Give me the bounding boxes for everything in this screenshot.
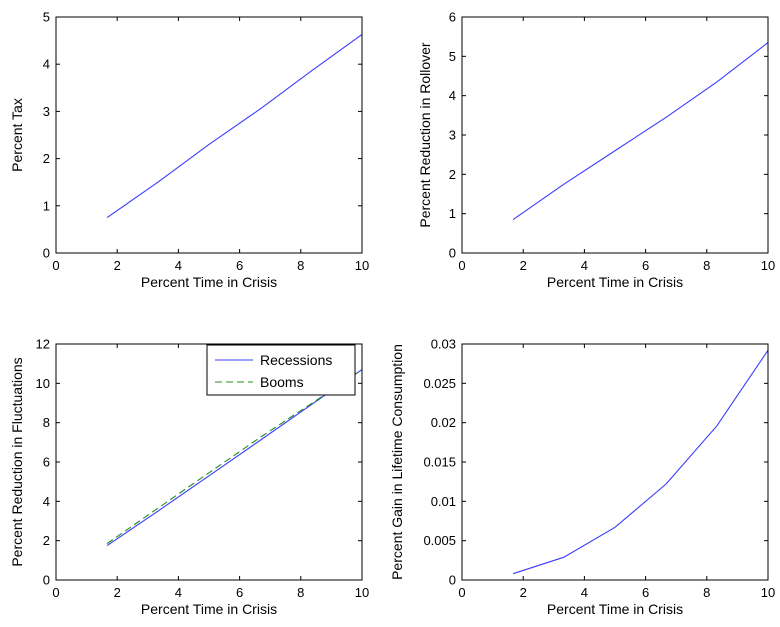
y-tick-label: 0.01 [431,494,456,509]
x-tick-label: 8 [703,258,710,273]
y-tick-label: 0.02 [431,415,456,430]
y-tick-label: 0 [449,246,456,261]
legend-label-recessions: Recessions [260,352,332,368]
x-tick-label: 2 [114,585,121,600]
y-tick-label: 5 [449,49,456,64]
x-tick-label: 0 [52,258,59,273]
y-tick-label: 2 [43,151,50,166]
x-tick-label: 10 [761,258,775,273]
y-tick-label: 0.025 [423,376,456,391]
y-tick-label: 1 [43,198,50,213]
x-tick-label: 10 [761,585,775,600]
x-tick-label: 4 [175,258,182,273]
x-axis-label: Percent Time in Crisis [547,601,683,617]
y-tick-label: 0.005 [423,533,456,548]
x-tick-label: 6 [236,585,243,600]
x-tick-label: 6 [642,585,649,600]
x-axis-label: Percent Time in Crisis [141,274,277,290]
series-line-booms [106,369,362,545]
axes-box [55,343,363,581]
x-tick-label: 0 [458,585,465,600]
series-line-recessions [106,369,362,547]
y-tick-label: 10 [36,376,50,391]
series-line-0 [512,349,768,575]
x-tick-label: 0 [52,585,59,600]
y-tick-label: 0.03 [431,337,456,352]
x-tick-label: 6 [642,258,649,273]
x-axis-label: Percent Time in Crisis [547,274,683,290]
y-tick-label: 0.015 [423,455,456,470]
legend [206,344,356,396]
legend-label-booms: Booms [260,374,304,390]
x-tick-label: 2 [520,585,527,600]
x-tick-label: 6 [236,258,243,273]
y-tick-label: 12 [36,337,50,352]
x-tick-label: 4 [581,585,588,600]
x-tick-label: 8 [703,585,710,600]
x-tick-label: 0 [458,258,465,273]
x-tick-label: 2 [114,258,121,273]
panel-reduction-fluctuations: 0 2 4 6 8 10 0 2 4 6 8 10 12 Percent Time in Crisis Pe… [9,337,369,618]
series-line-0 [106,34,362,219]
y-tick-label: 3 [43,104,50,119]
x-tick-label: 4 [581,258,588,273]
y-tick-label: 8 [43,415,50,430]
y-tick-label: 1 [449,206,456,221]
axes-box [461,343,769,581]
y-tick-label: 0 [449,573,456,588]
x-tick-label: 4 [175,585,182,600]
y-tick-label: 4 [43,494,50,509]
x-axis-label: Percent Time in Crisis [141,601,277,617]
y-tick-label: 0 [43,246,50,261]
y-tick-label: 4 [449,88,456,103]
x-tick-label: 10 [355,258,369,273]
y-tick-label: 6 [449,10,456,25]
series-line-0 [512,42,768,221]
y-tick-label: 5 [43,10,50,25]
y-axis-label: Percent Gain in Lifetime Consumption [389,344,405,580]
y-tick-label: 6 [43,455,50,470]
y-axis-label: Percent Tax [9,98,25,172]
y-tick-label: 0 [43,573,50,588]
panel-gain-consumption: 0 2 4 6 8 10 0 0.005 0.01 0.015 0.02 0.025 0.03 Perce… [389,337,775,618]
y-tick-label: 4 [43,57,50,72]
x-tick-label: 8 [297,258,304,273]
y-axis-label: Percent Reduction in Fluctuations [9,357,25,566]
y-tick-label: 2 [449,167,456,182]
panel-percent-tax: 0 2 4 6 8 10 0 1 2 3 4 5 Percent Time in Crisis Perce… [9,10,369,291]
x-tick-label: 2 [520,258,527,273]
y-axis-label: Percent Reduction in Rollover [417,42,433,228]
y-tick-label: 3 [449,128,456,143]
axes-box [55,16,363,254]
axes-box [461,16,769,254]
x-tick-label: 10 [355,585,369,600]
y-tick-label: 2 [43,533,50,548]
x-tick-label: 8 [297,585,304,600]
